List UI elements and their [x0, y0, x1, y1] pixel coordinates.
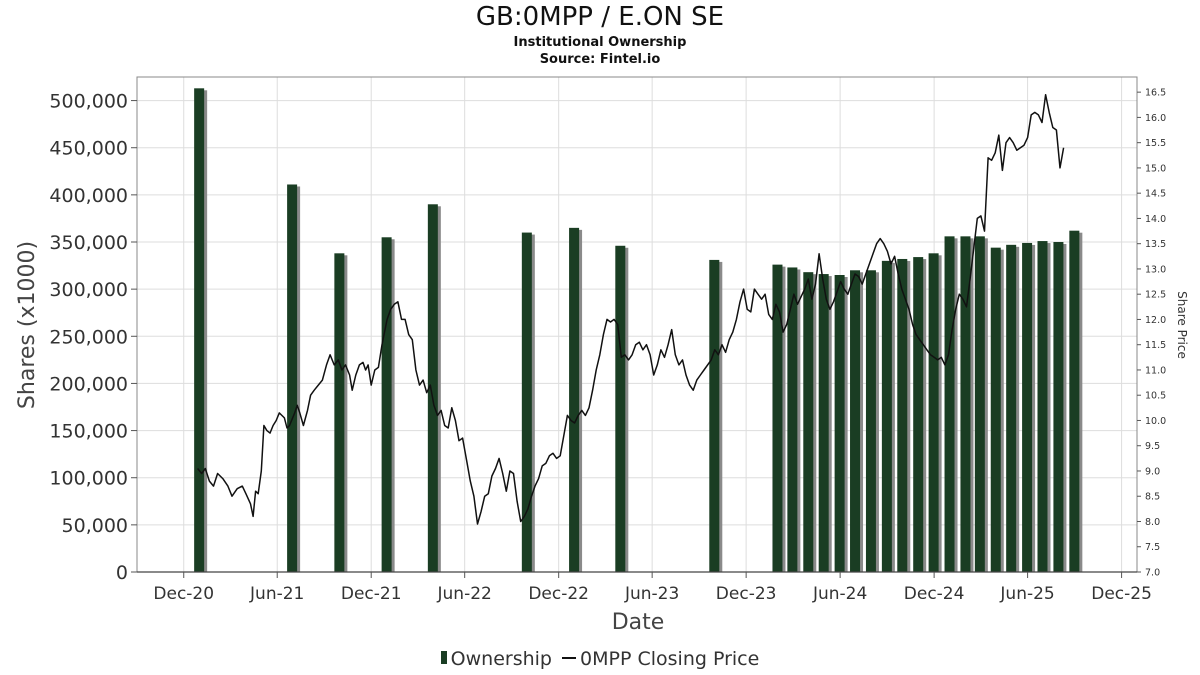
ownership-bar	[381, 237, 392, 573]
y-tick-label: 250,000	[49, 326, 128, 348]
ownership-bar	[1006, 244, 1017, 573]
ownership-bar	[569, 227, 580, 572]
legend-item-price: 0MPP Closing Price	[562, 648, 759, 670]
ownership-bar	[803, 272, 814, 572]
x-tick-label: Dec-23	[716, 584, 777, 604]
ownership-bar	[772, 264, 783, 572]
y-tick-label: 50,000	[62, 515, 128, 537]
x-tick-label: Dec-25	[1091, 584, 1152, 604]
x-axis-label: Date	[612, 610, 665, 635]
y2-tick-label: 14.0	[1145, 214, 1166, 225]
chart-title: GB:0MPP / E.ON SE	[475, 2, 725, 32]
price-line	[197, 93, 1065, 525]
y2-tick-label: 11.0	[1145, 365, 1166, 376]
ownership-bar	[897, 258, 908, 572]
chart-source: Source: Fintel.io	[539, 52, 661, 67]
y2-tick-label: 15.0	[1145, 163, 1166, 174]
y2-tick-label: 16.0	[1145, 113, 1166, 124]
ownership-bar	[427, 204, 438, 573]
y2-tick-label: 16.5	[1145, 88, 1166, 99]
plot-frame	[136, 76, 1138, 573]
y2-tick-label: 15.5	[1145, 138, 1166, 149]
x-tick-label: Jun-23	[624, 584, 679, 604]
y2-tick-label: 8.5	[1145, 492, 1160, 503]
ownership-bar	[615, 245, 626, 572]
ownership-bar	[865, 270, 876, 572]
y-tick-label: 400,000	[49, 185, 128, 207]
y2-tick-label: 13.0	[1145, 264, 1166, 275]
ownership-bar	[287, 184, 298, 572]
legend-bar-swatch	[440, 651, 447, 664]
ownership-bar	[960, 236, 971, 573]
y-tick-label: 350,000	[49, 232, 128, 254]
y-tick-label: 450,000	[49, 138, 128, 160]
x-tick-label: Dec-21	[341, 584, 402, 604]
ownership-bar	[974, 236, 985, 573]
x-tick-label: Jun-22	[437, 584, 492, 604]
x-tick-label: Jun-21	[249, 584, 304, 604]
legend: Ownership 0MPP Closing Price	[0, 648, 1200, 670]
ownership-bar	[818, 274, 829, 572]
ownership-bars	[194, 88, 1083, 573]
ownership-bar	[1069, 230, 1080, 572]
y2-tick-label: 9.0	[1145, 466, 1160, 477]
ownership-bar	[913, 257, 924, 572]
legend-item-ownership: Ownership	[440, 648, 552, 670]
y-tick-label: 150,000	[49, 421, 128, 443]
ownership-bar	[850, 270, 861, 572]
y-tick-label: 0	[116, 562, 128, 584]
ownership-bar	[194, 88, 205, 573]
ownership-bar	[1022, 242, 1033, 572]
ownership-bar	[1037, 241, 1048, 573]
y-axis-label: Shares (x1000)	[15, 241, 40, 409]
price-line-layer	[197, 93, 1065, 525]
x-tick-label: Dec-20	[153, 584, 214, 604]
ownership-bar	[334, 253, 345, 573]
y2-tick-label: 13.5	[1145, 239, 1166, 250]
ownership-bar	[928, 253, 939, 573]
y-tick-label: 300,000	[49, 279, 128, 301]
legend-line-swatch	[562, 656, 577, 659]
y2-tick-label: 7.5	[1145, 542, 1160, 553]
x-tick-label: Jun-25	[999, 584, 1054, 604]
y2-tick-label: 9.5	[1145, 441, 1160, 452]
y2-tick-label: 10.5	[1145, 391, 1166, 402]
ownership-bar	[834, 275, 845, 572]
legend-label-ownership: Ownership	[450, 648, 552, 670]
ownership-bar	[521, 232, 532, 573]
chart-subtitle: Institutional Ownership	[513, 35, 687, 50]
ownership-bar	[1053, 242, 1064, 572]
x-tick-label: Jun-24	[812, 584, 867, 604]
x-tick-label: Dec-22	[528, 584, 589, 604]
ownership-bar	[787, 267, 798, 572]
y2-axis-label: Share Price	[1175, 291, 1189, 359]
y2-tick-label: 7.0	[1145, 568, 1160, 579]
y-tick-label: 100,000	[49, 468, 128, 490]
y-tick-label: 200,000	[49, 373, 128, 395]
y2-tick-label: 8.0	[1145, 517, 1160, 528]
y-tick-label: 500,000	[49, 91, 128, 113]
ownership-bar	[944, 236, 955, 573]
y2-tick-label: 11.5	[1145, 340, 1166, 351]
y2-tick-label: 14.5	[1145, 189, 1166, 200]
y2-tick-label: 12.0	[1145, 315, 1166, 326]
ownership-bar	[881, 260, 892, 572]
ownership-bar	[990, 247, 1001, 572]
y2-tick-label: 12.5	[1145, 290, 1166, 301]
legend-label-price: 0MPP Closing Price	[580, 648, 760, 670]
x-tick-label: Dec-24	[904, 584, 965, 604]
ownership-bar	[709, 259, 720, 572]
y2-tick-label: 10.0	[1145, 416, 1166, 427]
axis-layer: Dec-20 Jun-21 Dec-21 Jun-22 Dec-22 Jun-23 Dec-…	[49, 88, 1166, 604]
